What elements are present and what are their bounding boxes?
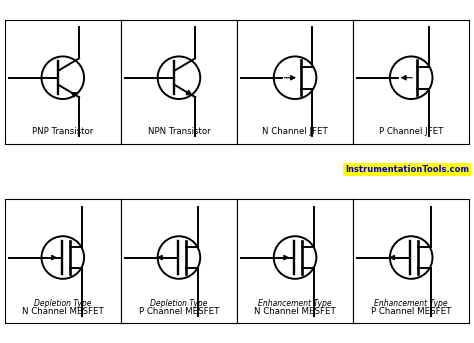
Text: P Channel MESFET: P Channel MESFET — [139, 307, 219, 316]
Text: Depletion Type: Depletion Type — [34, 299, 91, 308]
Text: P Channel MESFET: P Channel MESFET — [371, 307, 451, 316]
Text: N Channel MESFET: N Channel MESFET — [254, 307, 336, 316]
Text: N Channel MESFET: N Channel MESFET — [22, 307, 104, 316]
Text: N Channel JFET: N Channel JFET — [262, 128, 328, 137]
Text: P Channel JFET: P Channel JFET — [379, 128, 443, 137]
Text: PNP Transistor: PNP Transistor — [32, 128, 93, 137]
Text: Enhancement Type: Enhancement Type — [374, 299, 448, 308]
Text: NPN Transistor: NPN Transistor — [147, 128, 210, 137]
Text: Enhancement Type: Enhancement Type — [258, 299, 332, 308]
Text: Depletion Type: Depletion Type — [150, 299, 208, 308]
Text: InstrumentationTools.com: InstrumentationTools.com — [345, 165, 469, 174]
